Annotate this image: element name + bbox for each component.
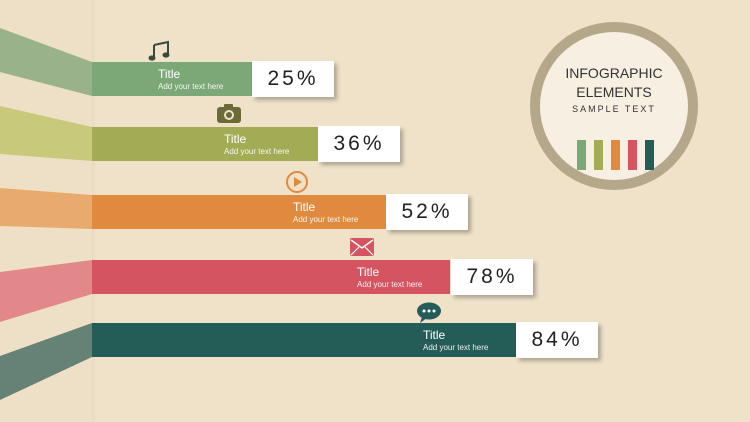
header-title: INFOGRAPHIC ELEMENTS bbox=[530, 64, 698, 102]
bar-3: Title Add your text here bbox=[92, 195, 386, 229]
ribbon-2 bbox=[0, 106, 92, 161]
header-circle: INFOGRAPHIC ELEMENTS SAMPLE TEXT bbox=[530, 22, 698, 190]
bar-4-title: Title bbox=[357, 265, 380, 279]
bar-4-subtitle: Add your text here bbox=[357, 280, 423, 289]
bar-5-subtitle: Add your text here bbox=[423, 343, 489, 352]
ribbon-5 bbox=[0, 323, 92, 400]
chat-icon bbox=[416, 302, 442, 329]
bar-1-percent: 25% bbox=[252, 61, 334, 97]
bar-5-percent: 84% bbox=[516, 322, 598, 358]
mail-icon bbox=[349, 237, 375, 262]
header-title-line2: ELEMENTS bbox=[576, 84, 652, 100]
header-subtitle: SAMPLE TEXT bbox=[572, 104, 656, 114]
bar-5: Title Add your text here bbox=[92, 323, 516, 357]
ribbons bbox=[0, 28, 92, 400]
stripe-5 bbox=[645, 140, 654, 170]
bar-2-title: Title bbox=[224, 132, 247, 146]
bar-2: Title Add your text here bbox=[92, 127, 318, 161]
bar-2-percent: 36% bbox=[318, 126, 400, 162]
bar-4-percent: 78% bbox=[451, 259, 533, 295]
music-note-icon bbox=[148, 40, 172, 67]
header-title-line1: INFOGRAPHIC bbox=[565, 65, 663, 81]
color-stripes bbox=[577, 140, 654, 170]
bar-5-title: Title bbox=[423, 328, 446, 342]
ribbon-1 bbox=[0, 28, 92, 96]
bar-1-subtitle: Add your text here bbox=[158, 82, 224, 91]
stripe-3 bbox=[611, 140, 620, 170]
bar-4: Title Add your text here bbox=[92, 260, 450, 294]
ribbon-4 bbox=[0, 260, 92, 322]
stripe-4 bbox=[628, 140, 637, 170]
stripe-1 bbox=[577, 140, 586, 170]
play-icon bbox=[285, 170, 309, 199]
bar-2-subtitle: Add your text here bbox=[224, 147, 290, 156]
left-panel bbox=[0, 0, 92, 422]
bar-1-title: Title bbox=[158, 67, 181, 81]
camera-icon bbox=[216, 102, 242, 129]
stripe-2 bbox=[594, 140, 603, 170]
bar-3-title: Title bbox=[293, 200, 316, 214]
bar-3-subtitle: Add your text here bbox=[293, 215, 359, 224]
bar-1: Title Add your text here bbox=[92, 62, 252, 96]
bar-3-percent: 52% bbox=[386, 194, 468, 230]
ribbon-3 bbox=[0, 188, 92, 229]
